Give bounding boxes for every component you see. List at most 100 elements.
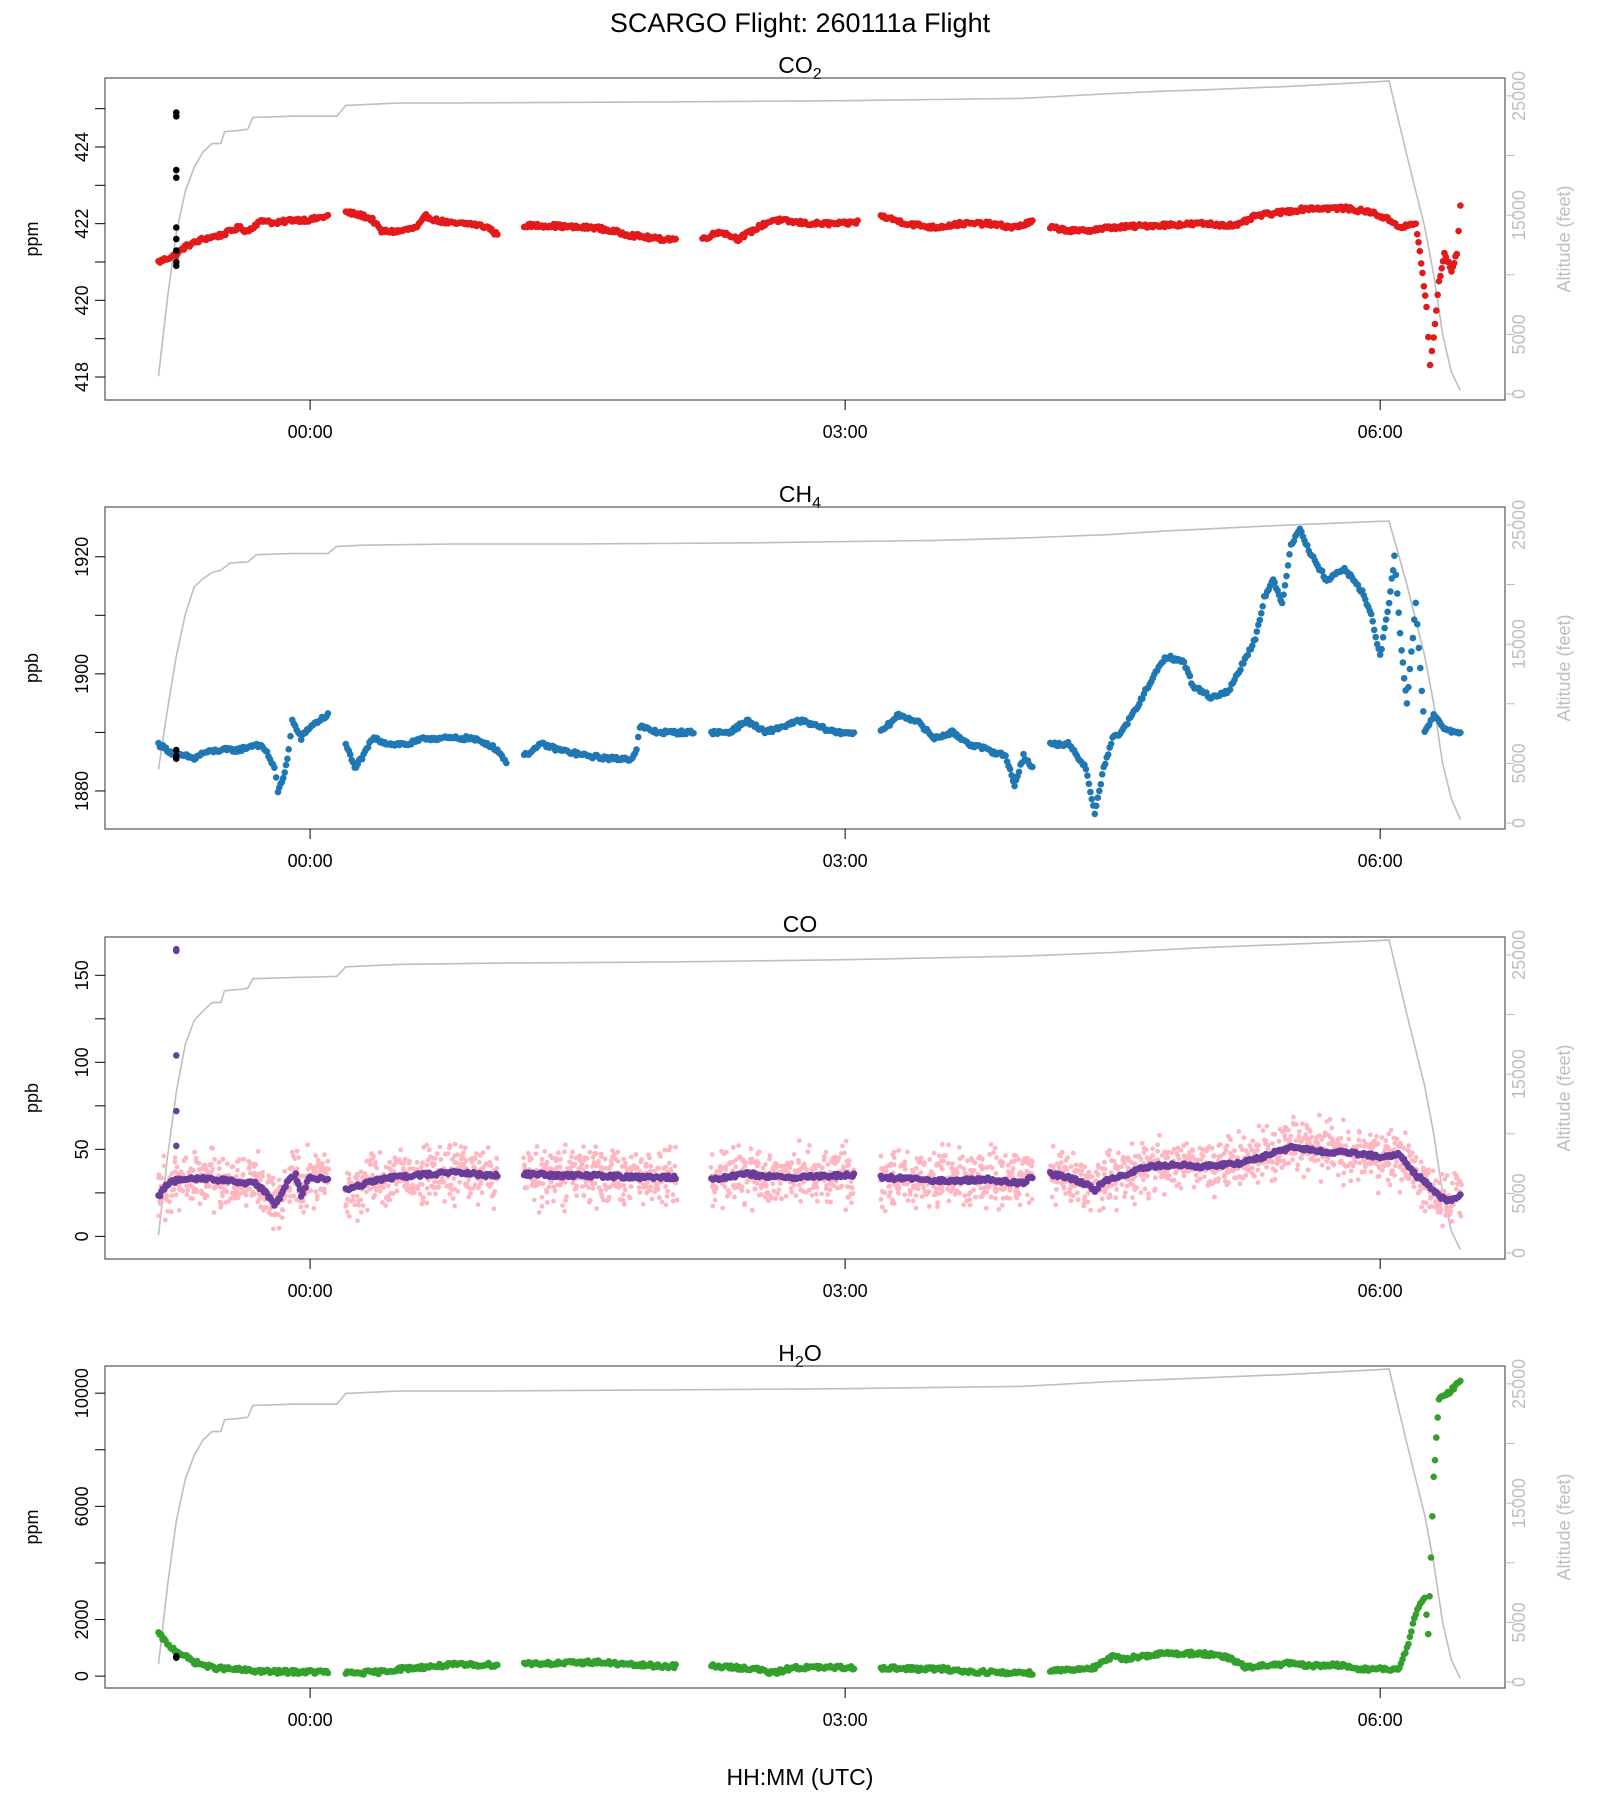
data-point (1415, 239, 1422, 246)
raw-data-point (1029, 1163, 1034, 1169)
raw-data-point (460, 1155, 466, 1160)
raw-data-point (308, 1188, 314, 1193)
raw-data-point (733, 1164, 738, 1170)
raw-data-point (436, 1184, 442, 1190)
raw-data-point (355, 1172, 360, 1178)
data-point (1101, 760, 1109, 768)
raw-data-point (551, 1184, 557, 1190)
raw-data-point (971, 1168, 976, 1174)
raw-data-point (962, 1193, 968, 1199)
raw-data-point (552, 1188, 558, 1194)
raw-data-point (1450, 1180, 1455, 1186)
raw-data-point (1418, 1159, 1424, 1165)
raw-data-point (1226, 1180, 1231, 1186)
data-point (1405, 683, 1412, 691)
raw-data-point (1138, 1190, 1144, 1196)
raw-data-point (972, 1160, 978, 1166)
raw-data-point (1367, 1132, 1373, 1138)
altitude-tick-label: 5000 (1509, 314, 1529, 354)
data-point (1412, 599, 1420, 607)
raw-data-point (991, 1150, 996, 1155)
raw-data-point (457, 1179, 463, 1185)
raw-data-point (891, 1162, 897, 1167)
raw-data-point (592, 1181, 598, 1186)
altitude-line (157, 1368, 1462, 1679)
raw-data-point (271, 1226, 276, 1232)
data-point (1438, 265, 1445, 272)
raw-data-point (921, 1185, 926, 1191)
raw-data-point (1205, 1183, 1211, 1188)
raw-data-point (419, 1182, 425, 1187)
raw-data-point (1423, 1200, 1429, 1206)
raw-data-point (324, 1166, 330, 1171)
data-point (1399, 659, 1407, 666)
raw-data-point (210, 1145, 216, 1151)
raw-data-point (1012, 1158, 1017, 1164)
raw-data-point (1286, 1160, 1292, 1166)
raw-data-point (1107, 1148, 1112, 1153)
raw-data-point (1241, 1135, 1247, 1141)
data-point (1409, 634, 1417, 642)
data-point (324, 710, 332, 717)
data-point (346, 751, 354, 758)
raw-data-point (731, 1194, 737, 1200)
data-point (503, 759, 510, 767)
data-point (1278, 599, 1286, 607)
data-point (1417, 260, 1425, 267)
raw-data-point (225, 1161, 230, 1167)
data-point (324, 211, 332, 219)
raw-data-points (156, 1112, 1464, 1232)
raw-data-point (1063, 1191, 1068, 1196)
raw-data-point (287, 1199, 292, 1205)
raw-data-point (789, 1160, 795, 1165)
raw-data-point (468, 1191, 473, 1196)
raw-data-point (208, 1162, 213, 1168)
raw-data-point (935, 1200, 940, 1205)
raw-data-point (424, 1200, 430, 1206)
raw-data-point (801, 1180, 806, 1185)
raw-data-point (1407, 1174, 1413, 1180)
raw-data-point (564, 1194, 569, 1199)
data-point (1457, 1191, 1464, 1198)
raw-data-point (253, 1162, 258, 1168)
raw-data-point (1459, 1182, 1464, 1188)
raw-data-point (1317, 1133, 1322, 1138)
raw-data-point (1212, 1153, 1217, 1159)
raw-data-point (1025, 1161, 1031, 1166)
raw-data-point (296, 1155, 302, 1160)
raw-data-point (241, 1156, 247, 1162)
raw-data-point (1277, 1153, 1283, 1159)
raw-data-point (664, 1193, 670, 1199)
raw-data-point (609, 1162, 614, 1167)
data-point (285, 746, 293, 753)
raw-data-point (1075, 1168, 1080, 1173)
raw-data-point (659, 1199, 665, 1205)
plot-frame (104, 506, 1506, 830)
raw-data-point (657, 1195, 662, 1201)
raw-data-point (266, 1173, 272, 1179)
raw-data-point (1174, 1150, 1179, 1156)
data-point (1259, 603, 1266, 610)
raw-data-point (1184, 1141, 1190, 1146)
altitude-line (157, 520, 1462, 820)
data-point (1435, 277, 1443, 285)
raw-data-point (562, 1208, 567, 1214)
raw-data-point (381, 1185, 386, 1190)
raw-data-point (305, 1142, 310, 1148)
raw-data-point (1014, 1195, 1020, 1201)
raw-data-point (282, 1169, 288, 1174)
raw-data-point (811, 1163, 817, 1169)
raw-data-point (670, 1192, 676, 1197)
y-tick-label: 1880 (72, 771, 92, 811)
raw-data-point (186, 1170, 192, 1176)
raw-data-point (420, 1198, 426, 1204)
raw-data-point (1119, 1182, 1125, 1187)
raw-data-point (949, 1188, 955, 1193)
data-point (672, 235, 679, 243)
y-tick-label: 150 (72, 960, 92, 990)
raw-data-point (1169, 1150, 1174, 1156)
raw-data-point (587, 1198, 593, 1203)
